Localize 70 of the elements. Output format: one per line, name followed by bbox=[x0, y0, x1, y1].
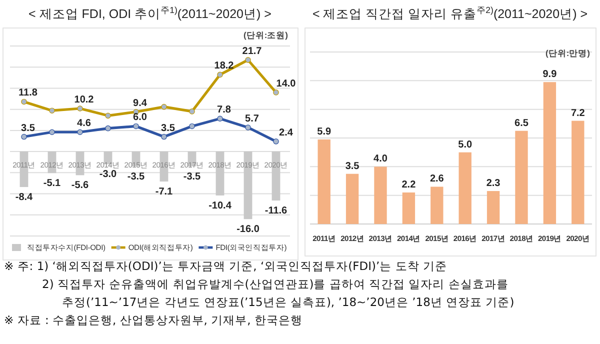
point bbox=[49, 108, 55, 114]
data-label: -3.5 bbox=[183, 171, 202, 182]
point bbox=[105, 112, 111, 119]
data-label: 7.8 bbox=[217, 104, 232, 116]
bar bbox=[486, 191, 500, 224]
bar bbox=[543, 82, 556, 224]
data-label: 9.4 bbox=[133, 98, 148, 109]
point bbox=[161, 134, 167, 140]
bar bbox=[572, 120, 584, 224]
text: 추정(’11~’17년은 각년도 연장표(’15년은 실측표), ’18~’20년은 ’18년 연장표 기준) bbox=[62, 295, 514, 309]
point bbox=[217, 116, 223, 122]
data-label: 7.2 bbox=[570, 108, 586, 119]
data-label: 2.2 bbox=[402, 179, 416, 190]
data-label: 14.0 bbox=[276, 78, 296, 90]
data-label: 18.2 bbox=[214, 60, 234, 72]
annotation: (단위:만명) bbox=[546, 48, 590, 58]
data-label: 10.2 bbox=[74, 94, 94, 106]
point bbox=[49, 129, 55, 136]
bar bbox=[346, 174, 359, 224]
data-label: 4.0 bbox=[374, 154, 388, 165]
point bbox=[189, 123, 195, 130]
data-label: 3.5 bbox=[345, 160, 360, 172]
data-label: 6.0 bbox=[133, 112, 148, 124]
data-label: -5.1 bbox=[43, 178, 62, 190]
bar bbox=[402, 192, 416, 224]
data-label: -5.6 bbox=[71, 180, 90, 192]
data-label: -3.5 bbox=[127, 171, 146, 182]
data-label: -8.4 bbox=[15, 192, 34, 204]
point bbox=[273, 90, 279, 96]
bar bbox=[458, 152, 472, 224]
data-label: 2.3 bbox=[486, 178, 501, 190]
point bbox=[245, 57, 251, 63]
bar bbox=[430, 186, 444, 224]
text: 2) 직접투자 순유출액에 취업유발계수(산업연관표)를 곱하여 직간접 일자리 손실효과를 bbox=[42, 277, 508, 291]
point bbox=[245, 124, 251, 130]
bar bbox=[515, 130, 528, 224]
point bbox=[273, 138, 279, 144]
data-label: 5.7 bbox=[245, 113, 260, 124]
point bbox=[77, 106, 83, 112]
bar bbox=[374, 166, 387, 224]
data-label: -10.4 bbox=[208, 200, 232, 212]
text: ※ 자료 : 수출입은행, 산업통상자원부, 기재부, 한국은행 bbox=[4, 313, 302, 327]
point bbox=[21, 134, 27, 140]
text: ※ 주: 1) ‘해외직접투자(ODI)’는 투자금액 기준, ‘외국인직접투자(FDI)’는 도착 기준 bbox=[4, 259, 447, 273]
point bbox=[161, 104, 167, 110]
chart-title: < 제조업 FDI, ODI 추이$^{주1)}$(2011~2020년) > bbox=[28, 5, 272, 21]
point bbox=[105, 125, 111, 132]
point bbox=[189, 108, 195, 114]
chart-title: < 제조업 직간접 일자리 유출$^{주2)}$(2011~2020년) > bbox=[312, 5, 588, 21]
data-label: 11.8 bbox=[18, 88, 38, 99]
data-label: 3.5 bbox=[21, 122, 36, 134]
data-label: -3.0 bbox=[99, 169, 118, 180]
text: (단위:조원) bbox=[244, 30, 288, 40]
data-label: 21.7 bbox=[242, 46, 262, 57]
point bbox=[133, 123, 139, 130]
data-label: 5.0 bbox=[458, 139, 472, 150]
data-label: 2.4 bbox=[279, 127, 294, 138]
data-label: 9.9 bbox=[542, 69, 558, 80]
data-label: 2.6 bbox=[430, 174, 444, 185]
data-label: 3.5 bbox=[161, 122, 176, 134]
bar bbox=[318, 139, 330, 224]
data-label: -16.0 bbox=[236, 224, 260, 236]
data-label: 6.5 bbox=[514, 118, 529, 129]
point bbox=[21, 98, 27, 105]
data-label: -11.6 bbox=[264, 206, 288, 217]
data-label: 4.6 bbox=[77, 118, 92, 130]
point bbox=[77, 129, 83, 136]
data-label: -7.1 bbox=[155, 186, 174, 198]
point bbox=[217, 72, 223, 78]
data-label: 5.9 bbox=[317, 126, 332, 138]
